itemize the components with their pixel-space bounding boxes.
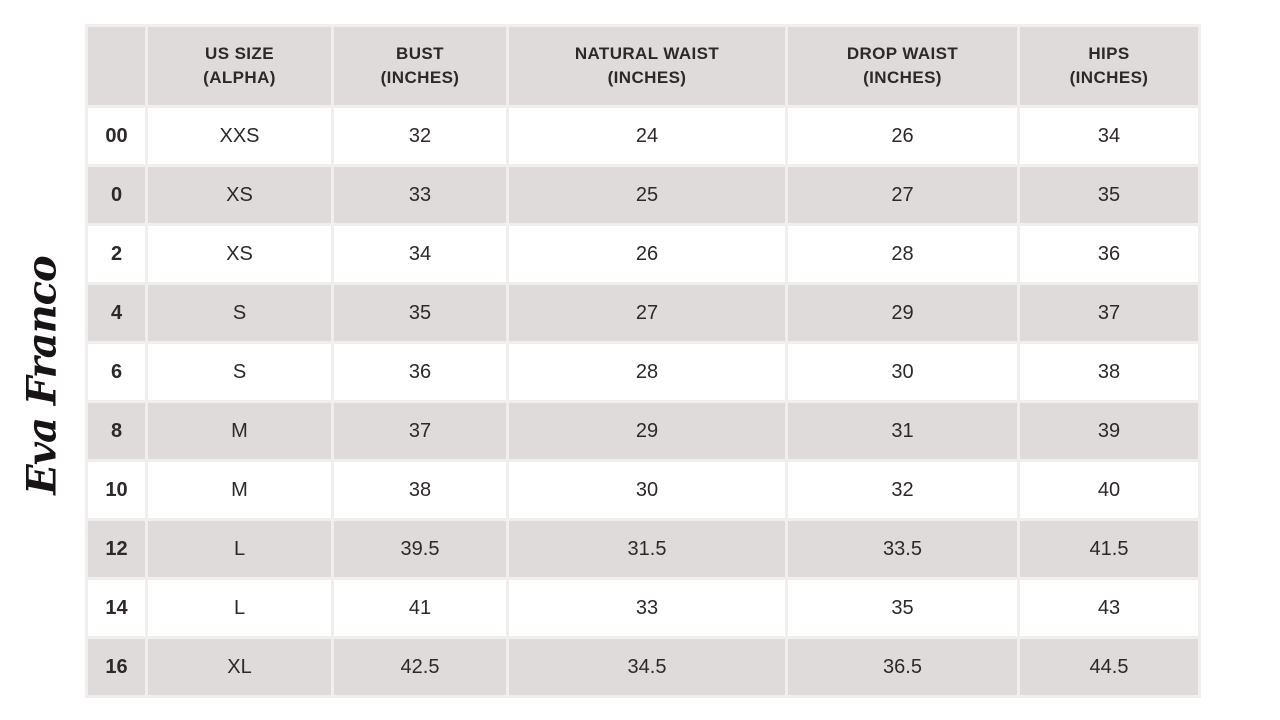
table-cell: 34.5 (509, 639, 785, 695)
column-header-line: (ALPHA) (203, 68, 276, 87)
table-cell: 25 (509, 167, 785, 223)
table-cell: XXS (148, 108, 331, 164)
table-cell: 29 (788, 285, 1017, 341)
table-cell: 32 (334, 108, 506, 164)
table-cell: 26 (509, 226, 785, 282)
brand-logo: Eva Franco (4, 256, 80, 494)
table-cell: 44.5 (1020, 639, 1198, 695)
table-row: 16 XL 42.5 34.5 36.5 44.5 (88, 639, 1198, 695)
table-cell: 42.5 (334, 639, 506, 695)
table-cell: 41.5 (1020, 521, 1198, 577)
table-cell: 27 (788, 167, 1017, 223)
table-cell: 40 (1020, 462, 1198, 518)
table-row: 14 L 41 33 35 43 (88, 580, 1198, 636)
row-size-label: 16 (88, 639, 145, 695)
table-cell: M (148, 403, 331, 459)
column-header-line: NATURAL WAIST (574, 44, 720, 64)
table-header: US SIZE (ALPHA) BUST (INCHES) NATURAL WAIST (… (88, 27, 1198, 105)
table-row: 4 S 35 27 29 37 (88, 285, 1198, 341)
corner-header-cell (88, 27, 145, 105)
table-cell: 29 (509, 403, 785, 459)
table-cell: 39 (1020, 403, 1198, 459)
column-header: US SIZE (ALPHA) (148, 27, 331, 105)
table-cell: S (148, 285, 331, 341)
column-header-line: HIPS (1088, 44, 1130, 64)
table-cell: S (148, 344, 331, 400)
table-cell: 32 (788, 462, 1017, 518)
table-cell: 35 (788, 580, 1017, 636)
table-cell: 26 (788, 108, 1017, 164)
table-cell: 34 (334, 226, 506, 282)
table-row: 0 XS 33 25 27 35 (88, 167, 1198, 223)
table-row: 00 XXS 32 24 26 34 (88, 108, 1198, 164)
row-size-label: 00 (88, 108, 145, 164)
column-header-line: (INCHES) (863, 68, 942, 87)
column-header-line: (INCHES) (380, 68, 460, 87)
table-cell: 38 (1020, 344, 1198, 400)
table-cell: 27 (509, 285, 785, 341)
table-row: 10 M 38 30 32 40 (88, 462, 1198, 518)
table-cell: L (148, 580, 331, 636)
column-header: DROP WAIST (INCHES) (788, 27, 1017, 105)
column-header: NATURAL WAIST (INCHES) (509, 27, 785, 105)
table-cell: 28 (509, 344, 785, 400)
row-size-label: 14 (88, 580, 145, 636)
table-row: 6 S 36 28 30 38 (88, 344, 1198, 400)
table-cell: 41 (334, 580, 506, 636)
table-cell: 37 (1020, 285, 1198, 341)
table-cell: 34 (1020, 108, 1198, 164)
row-size-label: 6 (88, 344, 145, 400)
table-cell: XS (148, 167, 331, 223)
table-cell: 33 (334, 167, 506, 223)
row-size-label: 8 (88, 403, 145, 459)
table-cell: XL (148, 639, 331, 695)
table-cell: 36 (1020, 226, 1198, 282)
row-size-label: 12 (88, 521, 145, 577)
table-cell: 35 (334, 285, 506, 341)
table-cell: 24 (509, 108, 785, 164)
table-cell: 33.5 (788, 521, 1017, 577)
table-cell: 36 (334, 344, 506, 400)
table-cell: 38 (334, 462, 506, 518)
table-cell: 31.5 (509, 521, 785, 577)
table-cell: XS (148, 226, 331, 282)
row-size-label: 0 (88, 167, 145, 223)
table-cell: 30 (509, 462, 785, 518)
table-cell: 35 (1020, 167, 1198, 223)
table-cell: 30 (788, 344, 1017, 400)
column-header: HIPS (INCHES) (1020, 27, 1198, 105)
row-size-label: 2 (88, 226, 145, 282)
table-cell: 43 (1020, 580, 1198, 636)
column-header-line: (INCHES) (1069, 68, 1149, 87)
table-cell: M (148, 462, 331, 518)
table-cell: 31 (788, 403, 1017, 459)
column-header-line: (INCHES) (607, 68, 687, 87)
row-size-label: 4 (88, 285, 145, 341)
table-cell: 37 (334, 403, 506, 459)
table-cell: 39.5 (334, 521, 506, 577)
brand-logo-text: Eva Franco (18, 255, 66, 495)
column-header-line: DROP WAIST (846, 44, 959, 64)
table-cell: 33 (509, 580, 785, 636)
row-size-label: 10 (88, 462, 145, 518)
header-row: US SIZE (ALPHA) BUST (INCHES) NATURAL WAIST (… (88, 27, 1198, 105)
table-cell: 36.5 (788, 639, 1017, 695)
table-row: 2 XS 34 26 28 36 (88, 226, 1198, 282)
column-header-line: BUST (396, 44, 444, 64)
column-header: BUST (INCHES) (334, 27, 506, 105)
table-row: 12 L 39.5 31.5 33.5 41.5 (88, 521, 1198, 577)
table-body: 00 XXS 32 24 26 34 0 XS 33 25 27 35 2 XS 34 26 28 36 4 S 35 2… (88, 108, 1198, 695)
table-cell: L (148, 521, 331, 577)
table-row: 8 M 37 29 31 39 (88, 403, 1198, 459)
column-header-line: US SIZE (205, 44, 274, 64)
size-chart-table: US SIZE (ALPHA) BUST (INCHES) NATURAL WAIST (… (85, 24, 1201, 698)
table-cell: 28 (788, 226, 1017, 282)
